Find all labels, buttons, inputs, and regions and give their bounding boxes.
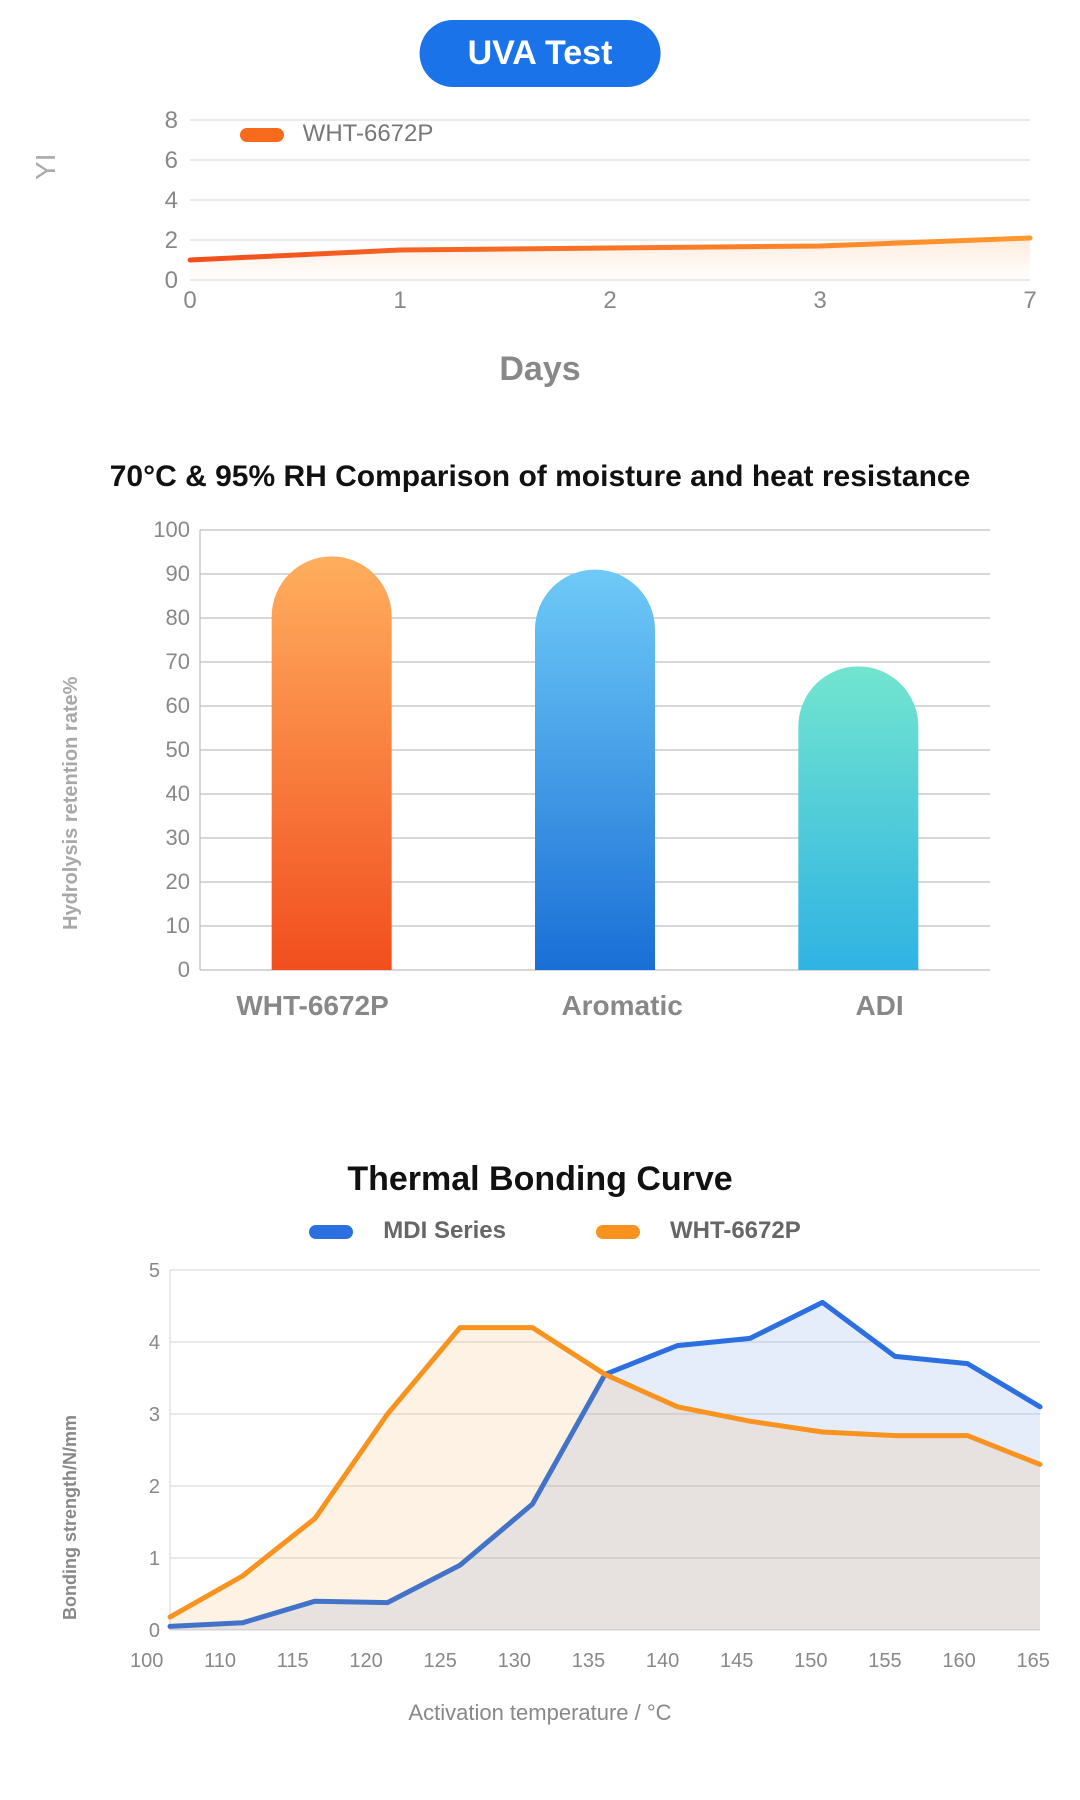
svg-text:30: 30 (166, 825, 190, 850)
bar-y-axis-label: Hydrolysis retention rate% (60, 677, 83, 930)
thermal-x-tick: 155 (868, 1650, 901, 1673)
svg-text:0: 0 (178, 957, 190, 980)
svg-text:40: 40 (166, 781, 190, 806)
svg-text:60: 60 (166, 693, 190, 718)
svg-text:5: 5 (149, 1260, 160, 1282)
svg-text:4: 4 (149, 1332, 160, 1354)
bar-category-label: ADI (855, 990, 903, 1022)
svg-text:1: 1 (149, 1548, 160, 1570)
thermal-x-tick: 145 (720, 1650, 753, 1673)
svg-text:50: 50 (166, 737, 190, 762)
thermal-x-tick: 160 (942, 1650, 975, 1673)
uva-plot-area: 0 2 4 6 8 0 1 2 3 7 (140, 110, 1040, 310)
svg-text:1: 1 (393, 287, 406, 310)
thermal-x-tick: 135 (572, 1650, 605, 1673)
svg-text:6: 6 (165, 147, 178, 174)
uva-y-axis-label: YI (30, 154, 62, 180)
svg-text:100: 100 (153, 520, 190, 542)
thermal-legend-item: WHT-6672P (566, 1217, 801, 1244)
svg-text:7: 7 (1023, 287, 1036, 310)
svg-text:0: 0 (183, 287, 196, 310)
bar-x-axis-labels: WHT-6672P Aromatic ADI (150, 990, 990, 1022)
thermal-plot-area: 0 1 2 3 4 5 (130, 1260, 1050, 1640)
svg-text:20: 20 (166, 869, 190, 894)
svg-text:3: 3 (149, 1404, 160, 1426)
bar-plot-area: 0 10 20 30 40 50 60 70 80 90 100 (150, 520, 990, 980)
thermal-x-tick: 115 (277, 1650, 309, 1673)
thermal-x-tick: 125 (424, 1650, 457, 1673)
thermal-x-tick: 165 (1017, 1650, 1050, 1673)
bar-chart-title: 70°C & 95% RH Comparison of moisture and… (40, 460, 1040, 494)
svg-text:10: 10 (166, 913, 190, 938)
thermal-x-tick: 110 (204, 1650, 236, 1673)
uva-test-chart: UVA Test YI WHT-6672P 0246801237 Days (40, 20, 1040, 400)
svg-text:2: 2 (165, 227, 178, 254)
uva-x-axis-label: Days (499, 350, 580, 389)
thermal-x-axis-labels: 100 110 115 120 125 130 135 140 145 150 155 160 165 (130, 1650, 1050, 1673)
svg-text:2: 2 (149, 1476, 160, 1498)
svg-text:2: 2 (603, 287, 616, 310)
bar-category-label: WHT-6672P (236, 990, 389, 1022)
thermal-x-tick: 140 (646, 1650, 679, 1673)
svg-text:90: 90 (166, 561, 190, 586)
legend-swatch (309, 1225, 353, 1239)
svg-text:0: 0 (165, 267, 178, 294)
svg-text:4: 4 (165, 187, 178, 214)
bar-category-label: Aromatic (561, 990, 682, 1022)
svg-text:8: 8 (165, 110, 178, 134)
svg-text:70: 70 (166, 649, 190, 674)
thermal-chart-title: Thermal Bonding Curve (40, 1160, 1040, 1199)
moisture-heat-bar-chart: 70°C & 95% RH Comparison of moisture and… (40, 460, 1040, 1080)
thermal-x-tick: 100 (130, 1650, 163, 1673)
uva-badge: UVA Test (420, 20, 661, 87)
thermal-bonding-chart: Thermal Bonding Curve MDI Series WHT-6672… (40, 1160, 1040, 1760)
thermal-legend: MDI Series WHT-6672P (40, 1217, 1040, 1245)
thermal-x-axis-title: Activation temperature / °C (408, 1700, 671, 1726)
thermal-y-axis-label: Bonding strength/N/mm (60, 1415, 81, 1620)
legend-swatch (596, 1225, 640, 1239)
thermal-x-tick: 130 (498, 1650, 531, 1673)
thermal-x-tick: 150 (794, 1650, 827, 1673)
svg-text:0: 0 (149, 1620, 160, 1640)
svg-text:3: 3 (813, 287, 826, 310)
thermal-x-tick: 120 (349, 1650, 382, 1673)
svg-text:80: 80 (166, 605, 190, 630)
thermal-legend-item: MDI Series (279, 1217, 506, 1244)
